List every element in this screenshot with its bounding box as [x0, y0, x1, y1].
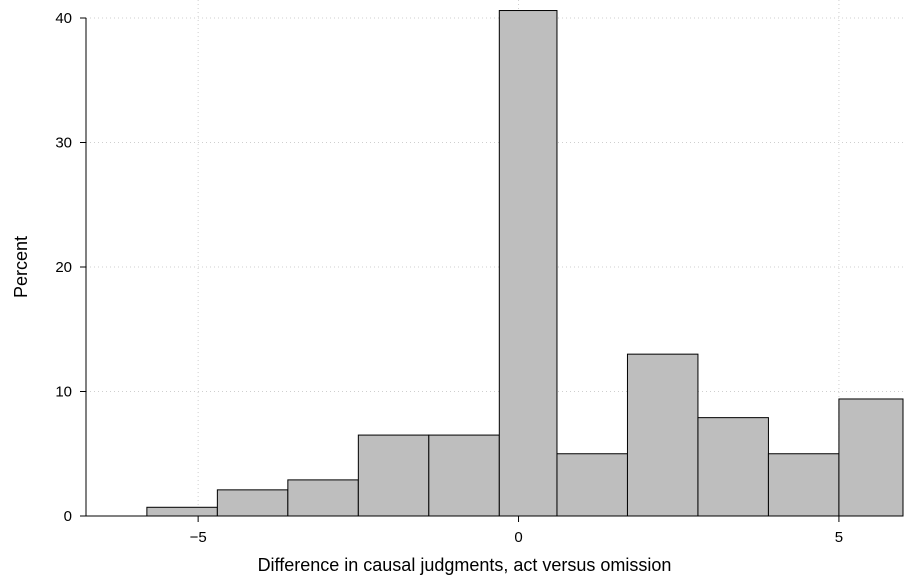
histogram-bar	[556, 453, 628, 517]
histogram-bar	[838, 398, 904, 517]
histogram-bar	[626, 353, 699, 517]
y-tick-label: 10	[55, 384, 72, 401]
histogram-bar	[767, 453, 840, 517]
y-tick-label: 0	[64, 508, 72, 525]
x-tick-label: −5	[190, 529, 207, 546]
y-axis-ticks: 0 10 20 30 40	[55, 10, 86, 525]
histogram-bar	[357, 434, 430, 517]
histogram-bar	[146, 506, 218, 517]
grid-lines	[86, 0, 903, 516]
x-axis-ticks: −5 0 5	[190, 516, 843, 546]
y-tick-label: 20	[55, 259, 72, 276]
y-tick-label: 40	[55, 10, 72, 27]
histogram-bar	[498, 10, 558, 517]
y-axis-title: Percent	[11, 236, 31, 298]
histogram-bar	[697, 417, 769, 517]
histogram-bar	[216, 489, 289, 517]
x-tick-label: 5	[835, 529, 843, 546]
x-tick-label: 0	[514, 529, 522, 546]
histogram-bar	[287, 479, 359, 517]
y-tick-label: 30	[55, 135, 72, 152]
histogram-bar	[428, 434, 500, 517]
x-axis-title: Difference in causal judgments, act vers…	[258, 555, 672, 575]
histogram-bars	[146, 10, 904, 517]
